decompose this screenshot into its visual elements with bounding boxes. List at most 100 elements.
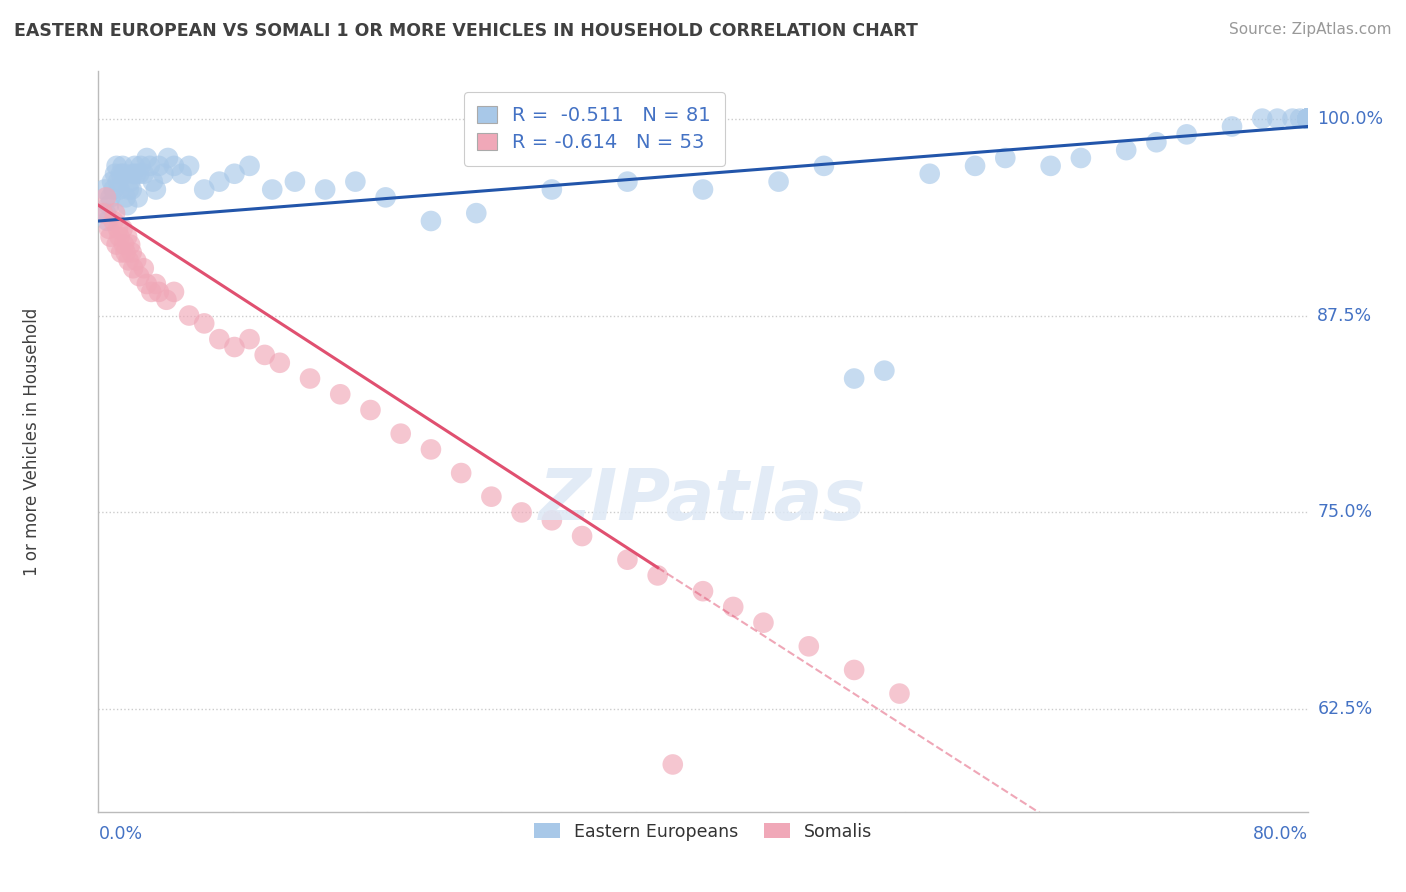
Point xyxy=(616,175,638,189)
Point xyxy=(1251,112,1274,126)
Point xyxy=(224,340,246,354)
Point xyxy=(107,222,129,236)
Point xyxy=(918,167,941,181)
Point xyxy=(121,182,143,196)
Point xyxy=(360,403,382,417)
Point xyxy=(96,214,118,228)
Text: EASTERN EUROPEAN VS SOMALI 1 OR MORE VEHICLES IN HOUSEHOLD CORRELATION CHART: EASTERN EUROPEAN VS SOMALI 1 OR MORE VEH… xyxy=(14,22,918,40)
Point xyxy=(122,261,145,276)
Point xyxy=(105,159,128,173)
Point xyxy=(115,229,138,244)
Point xyxy=(889,687,911,701)
Point xyxy=(844,371,866,385)
Point xyxy=(1296,112,1319,126)
Point xyxy=(114,190,136,204)
Point xyxy=(110,245,132,260)
Point xyxy=(103,214,125,228)
Point xyxy=(965,159,987,173)
Point xyxy=(1289,112,1312,126)
Point xyxy=(1296,112,1319,126)
Point xyxy=(1115,143,1137,157)
Point xyxy=(1296,112,1319,126)
Point xyxy=(103,182,125,196)
Point xyxy=(797,640,820,654)
Point xyxy=(661,757,683,772)
Point xyxy=(152,167,174,181)
Point xyxy=(1296,112,1319,126)
Point xyxy=(571,529,593,543)
Point xyxy=(91,206,114,220)
Point xyxy=(193,317,215,331)
Point xyxy=(481,490,503,504)
Point xyxy=(1039,159,1062,173)
Point xyxy=(450,466,472,480)
Point xyxy=(155,293,177,307)
Point xyxy=(1296,112,1319,126)
Point xyxy=(142,175,165,189)
Text: 75.0%: 75.0% xyxy=(1317,503,1372,522)
Point xyxy=(224,167,246,181)
Point xyxy=(253,348,276,362)
Point xyxy=(616,552,638,566)
Point xyxy=(98,198,121,212)
Point xyxy=(1175,128,1198,142)
Point xyxy=(179,309,201,323)
Point xyxy=(239,332,262,346)
Point xyxy=(239,159,262,173)
Legend: Eastern Europeans, Somalis: Eastern Europeans, Somalis xyxy=(527,815,879,847)
Point xyxy=(118,182,141,196)
Point xyxy=(132,261,155,276)
Point xyxy=(125,253,148,268)
Point xyxy=(128,167,150,181)
Point xyxy=(112,237,135,252)
Point xyxy=(101,175,124,189)
Point xyxy=(120,237,142,252)
Point xyxy=(132,167,155,181)
Point xyxy=(141,285,163,299)
Point xyxy=(752,615,775,630)
Point xyxy=(100,190,122,204)
Point xyxy=(1267,112,1289,126)
Point xyxy=(179,159,201,173)
Point xyxy=(389,426,412,441)
Point xyxy=(108,229,131,244)
Point xyxy=(1296,112,1319,126)
Point xyxy=(107,175,129,189)
Point xyxy=(104,206,127,220)
Point xyxy=(269,356,291,370)
Point xyxy=(344,175,367,189)
Text: Source: ZipAtlas.com: Source: ZipAtlas.com xyxy=(1229,22,1392,37)
Point xyxy=(1296,112,1319,126)
Point xyxy=(124,159,146,173)
Point xyxy=(105,237,128,252)
Point xyxy=(127,190,149,204)
Point xyxy=(1146,135,1168,149)
Point xyxy=(112,167,135,181)
Text: 87.5%: 87.5% xyxy=(1317,307,1372,325)
Point xyxy=(420,442,443,457)
Point xyxy=(108,182,131,196)
Text: 0.0%: 0.0% xyxy=(98,825,142,843)
Point xyxy=(145,277,167,291)
Point xyxy=(135,277,157,291)
Point xyxy=(844,663,866,677)
Point xyxy=(1296,112,1319,126)
Point xyxy=(100,229,122,244)
Point xyxy=(329,387,352,401)
Text: 80.0%: 80.0% xyxy=(1253,825,1308,843)
Point xyxy=(156,151,179,165)
Point xyxy=(148,159,170,173)
Point xyxy=(314,182,336,196)
Point xyxy=(163,159,186,173)
Point xyxy=(420,214,443,228)
Point xyxy=(299,371,322,385)
Point xyxy=(768,175,790,189)
Point xyxy=(111,222,134,236)
Point xyxy=(208,332,231,346)
Point xyxy=(94,190,117,204)
Text: 1 or more Vehicles in Household: 1 or more Vehicles in Household xyxy=(22,308,41,575)
Point xyxy=(208,175,231,189)
Text: ZIPatlas: ZIPatlas xyxy=(540,467,866,535)
Point xyxy=(1296,112,1319,126)
Point xyxy=(1220,120,1243,134)
